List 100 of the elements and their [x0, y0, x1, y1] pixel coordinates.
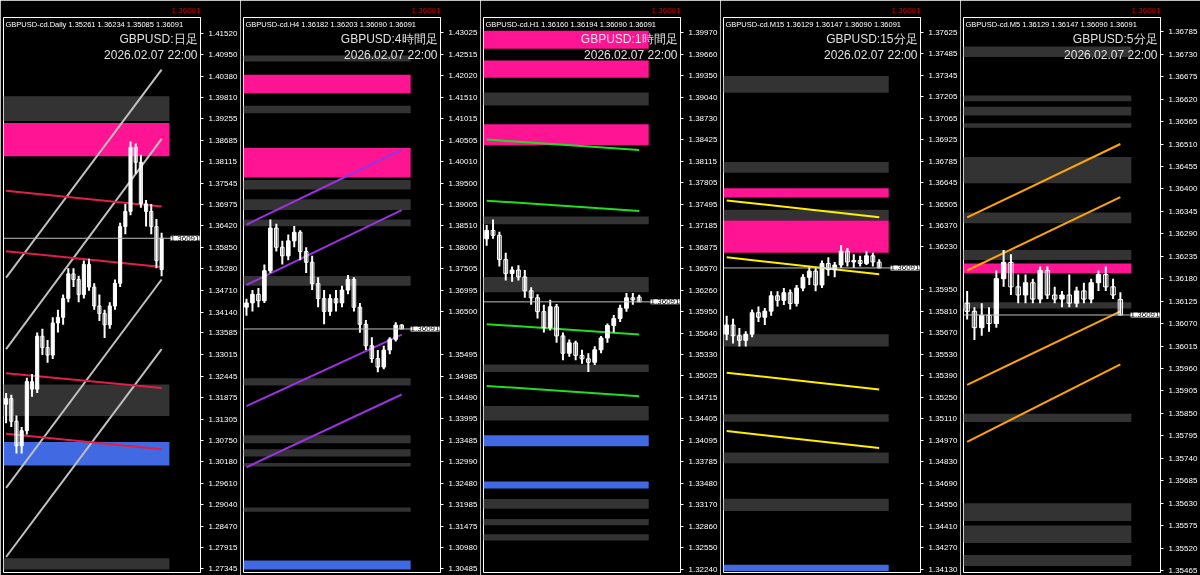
y-tick-label: 1.37185 [688, 221, 718, 231]
y-tick-label: 1.32445 [208, 371, 238, 381]
y-tick-label: 1.36505 [928, 199, 958, 209]
ref-line-label: 1.36091 [410, 324, 441, 334]
y-tick-label: 1.30750 [208, 435, 238, 445]
text: 1.36091 [1131, 5, 1162, 15]
text: 1.36091 [891, 5, 922, 15]
y-tick-label: 1.34715 [688, 392, 718, 402]
y-tick-label: 1.35740 [1168, 453, 1198, 463]
ref-line-label: 1.36091 [650, 297, 681, 307]
y-tick-label: 1.36500 [448, 306, 478, 316]
y-tick-label: 1.30485 [448, 564, 478, 574]
text: 2026.02.07 22:00 [104, 47, 198, 62]
y-tick-label: 1.36925 [928, 135, 958, 145]
text: 2026.02.07 22:00 [344, 47, 438, 62]
y-tick-label: 1.34140 [208, 307, 238, 317]
y-tick-label: 1.35530 [928, 349, 958, 359]
y-tick-label: 1.33785 [688, 457, 718, 467]
y-tick-label: 1.35575 [1168, 521, 1198, 531]
y-tick-label: 1.36510 [1168, 139, 1198, 149]
y-tick-label: 1.40505 [448, 135, 478, 145]
y-tick-label: 1.33480 [688, 478, 718, 488]
y-tick-label: 1.36620 [1168, 94, 1198, 104]
ref-line-label: 1.36091 [1130, 310, 1161, 320]
candlestick [1015, 273, 1021, 305]
text: 2026.02.07 22:00 [584, 47, 678, 62]
y-tick-label: 1.38115 [688, 156, 718, 166]
y-tick-label: 1.31475 [448, 522, 478, 531]
y-tick-label: 1.33585 [208, 328, 238, 338]
y-tick-label: 1.30980 [448, 543, 478, 553]
y-tick-label: 1.34130 [928, 564, 958, 574]
y-tick-label: 1.34410 [928, 521, 958, 531]
y-tick-label: 1.32860 [688, 521, 718, 531]
y-tick-label: 1.36370 [928, 220, 958, 230]
text: 1.36091 [171, 5, 202, 15]
y-tick-label: 1.35795 [1168, 431, 1198, 441]
y-tick-label: 1.30180 [208, 457, 238, 467]
y-tick-label: 1.35850 [1168, 408, 1198, 418]
y-tick-label: 1.34490 [448, 392, 478, 402]
y-tick-label: 1.36675 [1168, 72, 1198, 82]
y-tick-label: 1.34095 [688, 435, 718, 445]
y-tick-label: 1.37495 [688, 199, 718, 209]
candlestick [522, 269, 528, 299]
y-tick-label: 1.29610 [208, 478, 238, 488]
y-tick-label: 1.41510 [448, 92, 478, 102]
candlestick [971, 306, 978, 341]
y-tick-label: 1.31985 [448, 500, 478, 510]
y-tick-label: 1.36015 [1168, 341, 1198, 351]
y-tick-label: 1.32550 [688, 543, 718, 553]
y-tick-label: 1.36290 [1168, 229, 1198, 239]
y-tick-label: 1.42515 [448, 49, 478, 59]
y-tick-label: 1.36570 [688, 264, 718, 274]
y-tick-label: 1.37345 [928, 70, 958, 80]
y-tick-label: 1.35465 [1168, 565, 1198, 575]
y-tick-label: 1.35330 [688, 350, 718, 360]
text: 2026.02.07 22:00 [824, 47, 918, 62]
y-tick-label: 1.34710 [208, 285, 238, 295]
y-tick-label: 1.27345 [208, 564, 238, 574]
y-tick-label: 1.39040 [688, 92, 718, 102]
y-tick-label: 1.29040 [208, 500, 238, 510]
y-tick-label: 1.38730 [688, 114, 718, 124]
candlestick [1110, 277, 1116, 301]
text: 2026.02.07 22:00 [1064, 47, 1158, 62]
y-tick-label: 1.34270 [928, 543, 958, 553]
y-tick-label: 1.34970 [928, 435, 958, 445]
y-tick-label: 1.37805 [688, 178, 718, 188]
text: GBPUSD:4時間足 [340, 31, 438, 46]
y-tick-label: 1.40380 [208, 71, 238, 81]
y-tick-label: 1.36260 [688, 285, 718, 295]
y-tick-label: 1.35960 [1168, 363, 1198, 373]
y-tick-label: 1.35640 [688, 328, 718, 338]
y-tick-label: 1.35025 [688, 371, 718, 381]
y-tick-label: 1.35905 [1168, 386, 1198, 396]
y-tick-label: 1.36070 [1168, 319, 1198, 329]
y-tick-label: 1.39810 [208, 93, 238, 103]
y-tick-label: 1.31305 [208, 414, 238, 424]
y-tick-label: 1.40010 [448, 156, 478, 166]
y-tick-label: 1.36875 [688, 242, 718, 252]
y-tick-label: 1.42020 [448, 70, 478, 80]
y-tick-label: 1.35520 [1168, 543, 1198, 553]
y-tick-label: 1.35390 [928, 371, 958, 381]
y-tick-label: 1.36995 [448, 285, 478, 295]
text: GBPUSD:15分足 [826, 31, 918, 46]
y-tick-label: 1.32480 [448, 478, 478, 488]
y-tick-label: 1.35950 [688, 307, 718, 317]
y-tick-label: 1.36420 [208, 221, 238, 231]
y-tick-label: 1.33485 [448, 435, 478, 445]
y-tick-label: 1.34550 [928, 500, 958, 510]
ref-line-label: 1.36091 [170, 233, 201, 243]
y-tick-label: 1.33995 [448, 414, 478, 424]
ref-line-label: 1.36091 [890, 263, 921, 273]
y-tick-label: 1.39660 [688, 49, 718, 59]
y-tick-label: 1.34405 [688, 414, 718, 424]
y-tick-label: 1.35950 [928, 285, 958, 295]
y-tick-label: 1.36230 [928, 242, 958, 252]
y-tick-label: 1.36180 [1168, 274, 1198, 284]
y-tick-label: 1.37065 [928, 113, 958, 123]
candlestick [1008, 253, 1014, 296]
text: GBPUSD:日足 [119, 31, 198, 46]
y-tick-label: 1.34830 [928, 457, 958, 467]
